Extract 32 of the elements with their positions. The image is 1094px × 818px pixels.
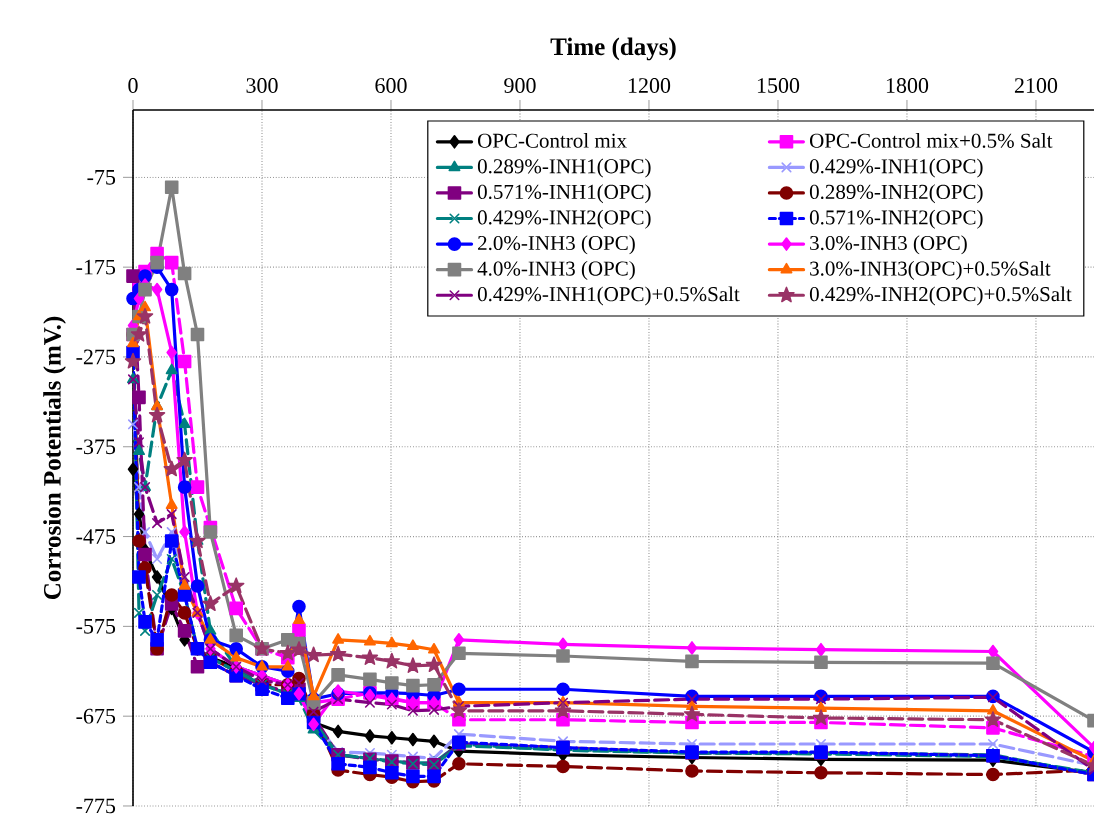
y-tick-label: -275 <box>76 349 116 365</box>
legend-label: 0.571%-INH1(OPC) <box>477 184 651 204</box>
legend-label: OPC-Control mix <box>477 133 627 148</box>
y-tick-label: -75 <box>87 170 116 185</box>
legend-label: 0.289%-INH1(OPC) <box>477 158 651 178</box>
x-tick-label: 600 <box>375 78 407 93</box>
y-tick-label: -775 <box>76 798 116 814</box>
legend-label: 0.571%-INH2(OPC) <box>809 209 983 229</box>
legend-label: 0.289%-INH2(OPC) <box>809 184 983 204</box>
x-tick-label: 900 <box>504 78 536 93</box>
legend-label: 0.429%-INH2(OPC)+0.5%Salt <box>809 286 1072 306</box>
legend-label: 0.429%-INH1(OPC) <box>809 158 983 178</box>
y-tick-label: -175 <box>76 259 116 275</box>
y-tick-label: -675 <box>76 708 116 724</box>
legend-label: 4.0%-INH3 (OPC) <box>477 260 635 280</box>
x-tick-label: 300 <box>246 78 278 93</box>
y-tick-label: -475 <box>76 529 116 544</box>
legend-label: OPC-Control mix+0.5% Salt <box>809 133 1053 148</box>
legend-label: 0.429%-INH2(OPC) <box>477 209 651 229</box>
x-tick-label: 2100 <box>1014 78 1058 93</box>
legend-label: 3.0%-INH3 (OPC) <box>810 235 967 255</box>
x-axis-title: Time (days) <box>550 37 676 61</box>
y-tick-label: -575 <box>76 619 116 634</box>
legend-label: 3.0%-INH3(OPC)+0.5%Salt <box>810 260 1051 280</box>
legend-label: 2.0%-INH3 (OPC) <box>478 235 635 255</box>
x-tick-label: 1500 <box>757 78 800 93</box>
y-tick-label: -375 <box>76 439 116 455</box>
x-tick-label: 1800 <box>886 78 929 93</box>
x-tick-label: 1200 <box>628 78 671 93</box>
y-axis-title: Corrosion Potentials (mV.) <box>43 316 66 599</box>
x-tick-label: 0 <box>128 78 138 93</box>
legend-label: 0.429%-INH1(OPC)+0.5%Salt <box>477 286 740 306</box>
